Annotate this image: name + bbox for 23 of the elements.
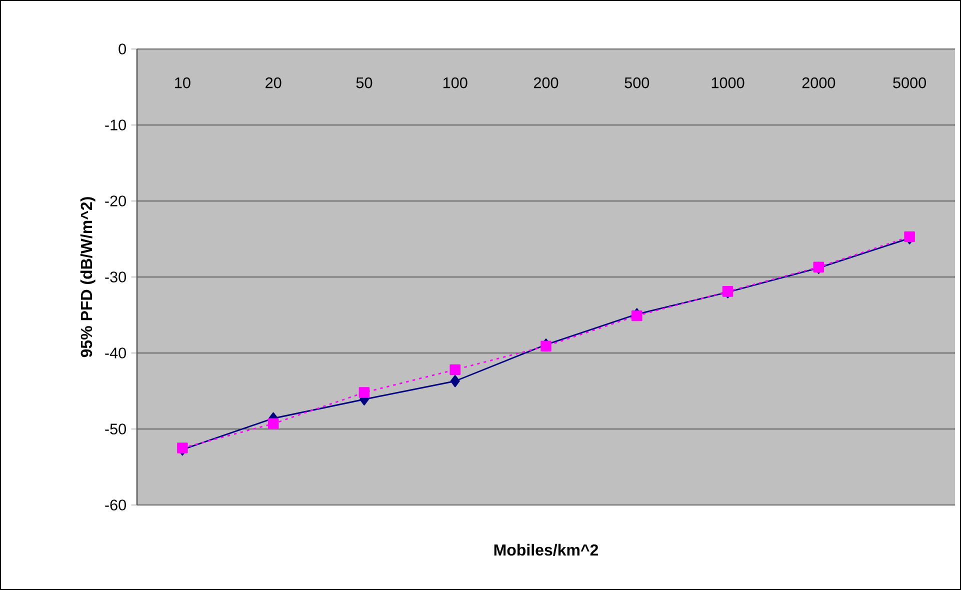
y-tick-label: 0 [118, 44, 126, 54]
x-tick-label: 500 [624, 77, 650, 88]
y-tick-label: -30 [105, 272, 126, 282]
x-axis-title: Mobiles/km^2 [494, 544, 598, 556]
y-tick-label: -50 [105, 424, 126, 434]
point [450, 375, 460, 388]
x-tick-label: 1000 [712, 77, 744, 88]
y-tick-label: -10 [105, 120, 126, 130]
point [450, 364, 461, 376]
point [358, 387, 370, 398]
point [177, 442, 188, 454]
point [268, 418, 279, 430]
x-tick-label: 2000 [802, 77, 836, 88]
x-tick-label: 200 [534, 77, 558, 88]
x-tick-label: 5000 [893, 77, 926, 88]
x-tick-label: 100 [443, 77, 468, 88]
x-tick-label: 20 [266, 77, 282, 88]
x-tick-label: 10 [175, 77, 190, 88]
y-tick-label: -20 [105, 196, 126, 206]
y-axis-title: 95% PFD (dB/W/m^2) [80, 197, 96, 358]
y-tick-label: -40 [105, 348, 126, 358]
x-tick-label: 50 [356, 77, 372, 88]
y-tick-label: -60 [105, 500, 126, 510]
